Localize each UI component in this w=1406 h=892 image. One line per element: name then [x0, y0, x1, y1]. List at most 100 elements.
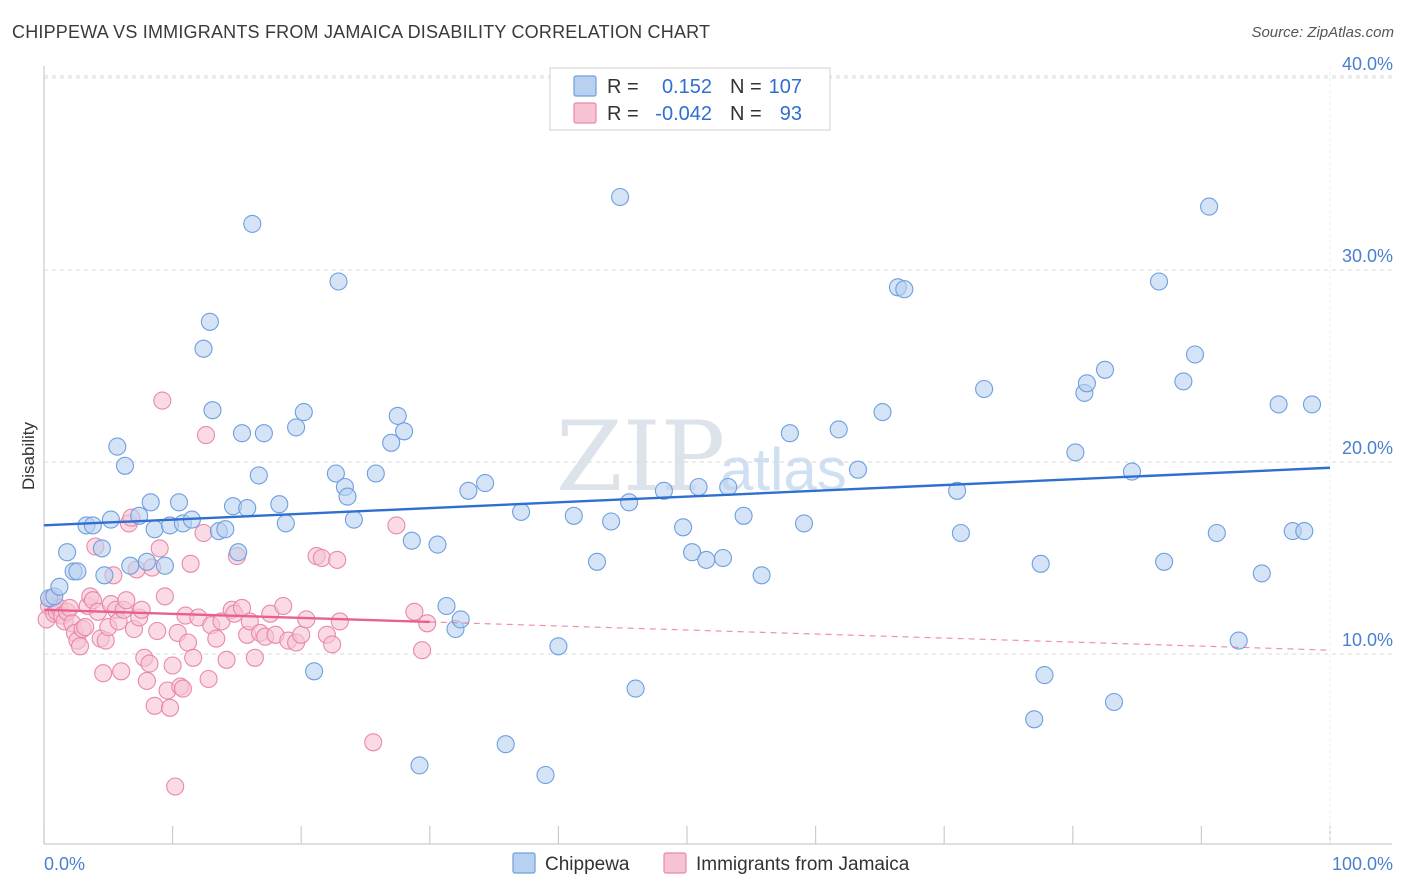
- trend-line-solid-0: [43, 466, 1331, 527]
- chippewa-point: [83, 516, 102, 535]
- chippewa-point: [402, 531, 421, 550]
- jamaica-point: [148, 621, 167, 641]
- jamaica-point: [194, 523, 213, 543]
- jamaica-point: [418, 614, 437, 633]
- legend-n-label-1: N =: [730, 103, 762, 125]
- legend-r-value-0: 0.152: [662, 76, 712, 98]
- jamaica-point: [387, 516, 406, 535]
- chippewa-point: [137, 552, 156, 571]
- chippewa-point: [121, 556, 140, 575]
- bottom-legend-swatch-jamaica: [663, 852, 687, 874]
- jamaica-point: [153, 391, 172, 410]
- chippewa-point: [1104, 692, 1124, 712]
- chippewa-point: [1095, 360, 1115, 379]
- trend-lines: [43, 466, 1331, 651]
- x-tick-label-max: 100.0%: [1332, 854, 1393, 874]
- bottom-legend-label-jamaica: Immigrants from Jamaica: [696, 854, 910, 875]
- y-tick-label: 30.0%: [1342, 246, 1393, 266]
- jamaica-point: [163, 656, 182, 675]
- chippewa-point: [602, 512, 621, 531]
- jamaica-point: [181, 554, 200, 573]
- jamaica-point: [312, 548, 331, 568]
- chippewa-point: [496, 735, 515, 754]
- chippewa-point: [512, 502, 531, 521]
- chart-title: CHIPPEWA VS IMMIGRANTS FROM JAMAICA DISA…: [12, 22, 711, 42]
- jamaica-point: [274, 596, 293, 616]
- chippewa-point: [395, 422, 414, 441]
- chippewa-point: [1174, 372, 1193, 391]
- chippewa-point: [1066, 443, 1085, 462]
- chippewa-point: [344, 510, 363, 529]
- chippewa-point: [873, 403, 892, 422]
- chippewa-point: [276, 514, 295, 533]
- chippewa-point: [145, 520, 164, 539]
- jamaica-point: [184, 648, 203, 667]
- chippewa-point: [95, 566, 114, 585]
- chippewa-point: [388, 406, 407, 425]
- x-tick-label-min: 0.0%: [44, 854, 85, 874]
- jamaica-point: [173, 679, 192, 698]
- chippewa-point: [1207, 523, 1226, 543]
- chippewa-point: [200, 312, 219, 331]
- chippewa-point: [587, 552, 607, 571]
- chippewa-point: [451, 610, 470, 629]
- bottom-legend: Chippewa Immigrants from Jamaica: [512, 852, 910, 875]
- chippewa-point: [975, 379, 994, 399]
- jamaica-point: [330, 612, 349, 631]
- chippewa-point: [68, 562, 87, 581]
- chippewa-point: [829, 420, 848, 439]
- jamaica-point: [117, 591, 136, 610]
- chippewa-point: [1252, 564, 1271, 583]
- chippewa-point: [674, 518, 693, 537]
- bottom-legend-label-chippewa: Chippewa: [545, 854, 630, 875]
- jamaica-point: [328, 550, 347, 569]
- chippewa-point: [58, 543, 77, 562]
- bottom-legend-swatch-chippewa: [512, 852, 536, 874]
- jamaica-point: [292, 625, 311, 644]
- jamaica-point: [112, 662, 131, 681]
- chippewa-point: [366, 464, 385, 483]
- chippewa-point: [697, 550, 716, 569]
- jamaica-point: [178, 633, 198, 652]
- chippewa-point: [155, 556, 174, 575]
- chippewa-point: [238, 499, 257, 518]
- chippewa-point: [951, 523, 970, 543]
- trend-line-dashed-1: [429, 621, 1331, 651]
- chippewa-point: [50, 577, 69, 596]
- chippewa-point: [689, 477, 708, 497]
- jamaica-point: [199, 669, 218, 689]
- chippewa-point: [1149, 272, 1169, 291]
- y-tick-label: 40.0%: [1342, 54, 1393, 74]
- chippewa-point: [428, 535, 447, 554]
- jamaica-point: [364, 733, 383, 752]
- jamaica-point: [140, 654, 159, 673]
- chippewa-point: [1295, 522, 1314, 541]
- jamaica-point: [207, 629, 226, 648]
- jamaica-point: [150, 539, 169, 558]
- legend-r-value-1: -0.042: [655, 103, 712, 125]
- chippewa-point: [734, 506, 753, 525]
- chippewa-point: [115, 456, 135, 475]
- legend-swatch-chippewa: [573, 75, 597, 97]
- chippewa-point: [194, 339, 213, 358]
- jamaica-point: [155, 587, 174, 606]
- chippewa-point: [229, 543, 248, 562]
- legend-n-label-0: N =: [730, 76, 762, 98]
- chippewa-point: [1185, 345, 1205, 364]
- chippewa-point: [232, 424, 252, 443]
- jamaica-point: [217, 650, 236, 669]
- chippewa-point: [1269, 395, 1288, 414]
- chippewa-point: [338, 487, 357, 506]
- jamaica-point: [166, 777, 185, 796]
- chippewa-point: [476, 474, 495, 493]
- legend-r-label-0: R =: [607, 76, 639, 98]
- chippewa-point: [794, 514, 814, 533]
- chippewa-point: [459, 481, 478, 500]
- chippewa-point: [719, 477, 738, 497]
- jamaica-point: [145, 696, 164, 715]
- chippewa-point: [329, 272, 348, 291]
- chippewa-point: [620, 493, 639, 512]
- chippewa-point: [243, 214, 262, 233]
- legend-box: R = 0.152 N = 107 R = -0.042 N = 93: [549, 67, 831, 131]
